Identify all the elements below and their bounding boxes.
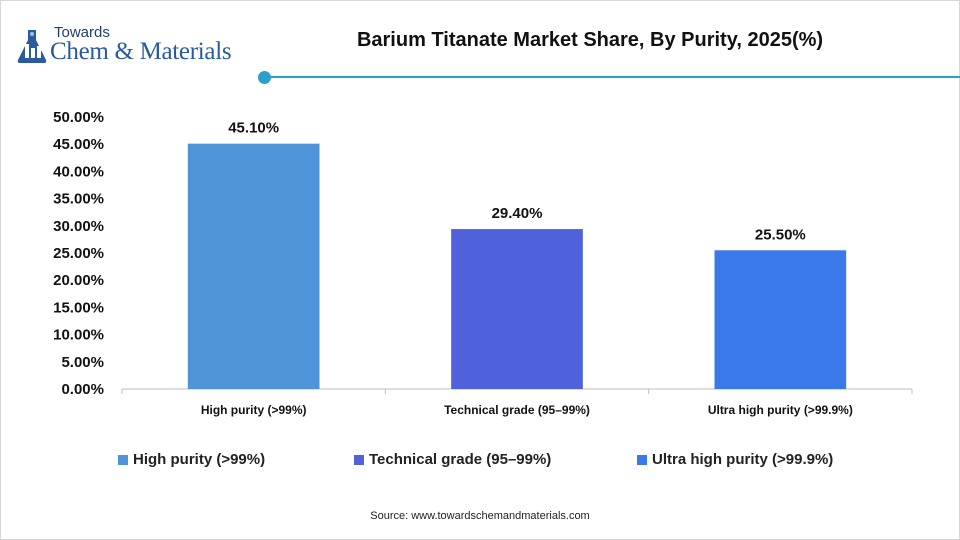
data-label: 29.40% [492, 205, 543, 222]
title-divider-line [270, 76, 960, 78]
y-tick-label: 10.00% [53, 327, 104, 344]
y-tick-label: 5.00% [61, 354, 104, 371]
legend-swatch [354, 454, 364, 465]
bar [714, 250, 847, 389]
logo-top-text: Towards [54, 24, 110, 41]
y-tick-label: 20.00% [53, 272, 104, 289]
data-label: 45.10% [228, 120, 279, 137]
legend-item: Ultra high purity (>99.9%) [637, 451, 833, 468]
legend-label: Ultra high purity (>99.9%) [652, 451, 834, 468]
y-tick-label: 0.00% [61, 381, 104, 398]
y-tick-label: 30.00% [53, 218, 104, 235]
legend-label: Technical grade (95–99%) [369, 451, 552, 468]
chart-title: Barium Titanate Market Share, By Purity,… [356, 29, 824, 51]
y-tick-label: 40.00% [53, 163, 104, 180]
y-tick-label: 15.00% [53, 299, 104, 316]
legend-label: High purity (>99%) [133, 451, 266, 468]
flask-icon [17, 30, 47, 63]
title-divider-dot [258, 71, 271, 84]
data-label: 25.50% [755, 226, 806, 243]
logo-main-text: Chem & Materials [50, 38, 232, 65]
source-note: Source: www.towardschemandmaterials.com [370, 510, 590, 522]
bar [187, 143, 320, 389]
y-tick-label: 45.00% [53, 136, 104, 153]
y-tick-label: 50.00% [53, 109, 104, 126]
legend: High purity (>99%) Technical grade (95–99… [0, 451, 960, 471]
bar [451, 229, 583, 389]
brand-logo: Towards Chem & Materials [16, 24, 256, 70]
y-tick-label: 35.00% [53, 191, 104, 208]
x-tick-label: Technical grade (95–99%) [444, 403, 590, 417]
x-tick-label: Ultra high purity (>99.9%) [708, 403, 853, 417]
y-tick-label: 25.00% [53, 245, 104, 262]
x-tick-label: High purity (>99%) [201, 403, 307, 417]
legend-swatch [118, 454, 128, 465]
legend-item: Technical grade (95–99%) [354, 451, 551, 468]
legend-item: High purity (>99%) [118, 451, 265, 468]
legend-swatch [637, 454, 647, 465]
